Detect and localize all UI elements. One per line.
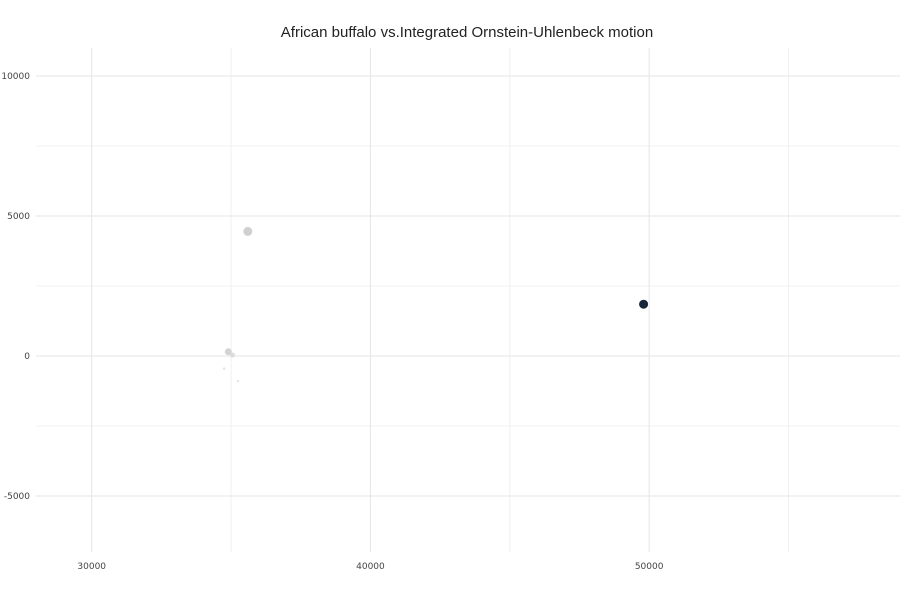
data-point (229, 352, 235, 358)
data-point (243, 226, 253, 236)
y-tick-label: 10000 (1, 72, 30, 82)
y-tick-label: -5000 (4, 492, 30, 502)
x-tick-label: 40000 (356, 562, 385, 572)
y-tick-label: 5000 (7, 212, 30, 222)
y-tick-label: 0 (24, 352, 30, 362)
data-point (222, 367, 226, 370)
x-axis-ticks: 30000 40000 50000 (77, 562, 663, 572)
data-point (639, 299, 649, 309)
x-tick-label: 50000 (635, 562, 664, 572)
data-point (224, 348, 232, 356)
y-axis-ticks: -5000 0 5000 10000 (1, 72, 30, 502)
grid (36, 48, 900, 552)
x-tick-label: 30000 (77, 562, 106, 572)
chart-title: African buffalo vs.Integrated Ornstein-U… (281, 24, 653, 41)
data-point (236, 380, 240, 383)
data-points (222, 226, 649, 383)
